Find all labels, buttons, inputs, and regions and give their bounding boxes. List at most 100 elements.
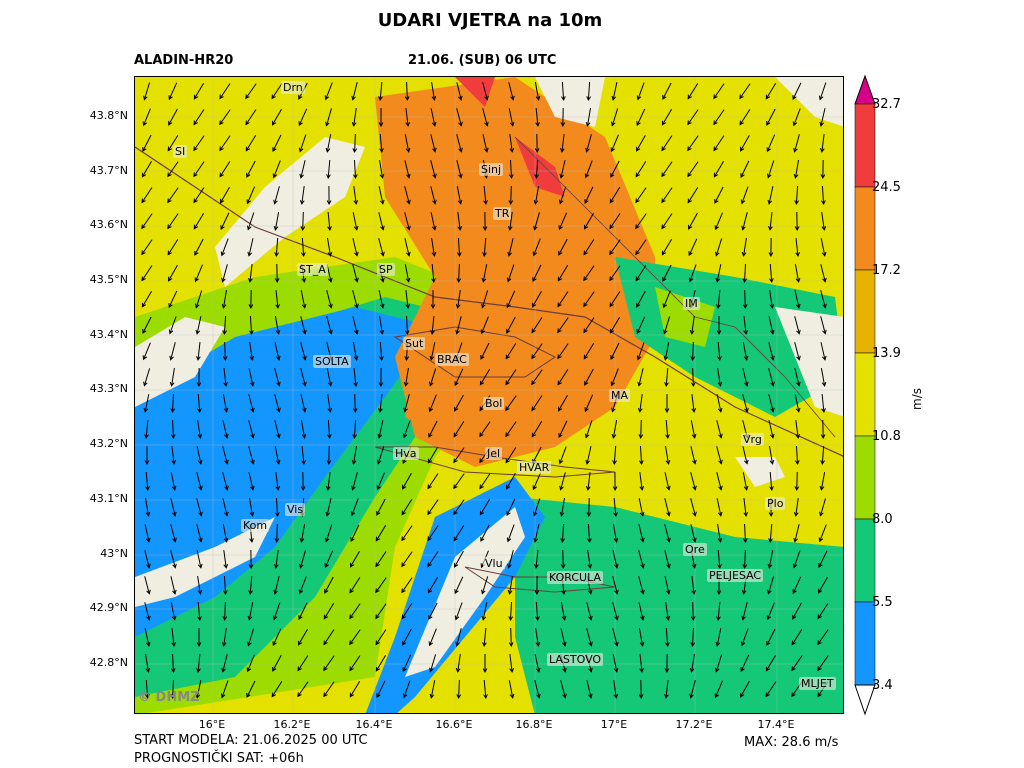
place-label: Vis [285, 503, 306, 516]
wind-arrow [429, 654, 437, 673]
wind-arrow [142, 134, 152, 152]
wind-arrow [635, 213, 647, 230]
wind-arrow [586, 628, 593, 647]
place-label: SP [377, 263, 395, 276]
wind-arrow [612, 550, 619, 569]
wind-arrow [141, 161, 153, 178]
colorbar-label: 10.8 [872, 429, 901, 444]
wind-arrow [636, 134, 646, 152]
wind-arrow [739, 109, 751, 126]
wind-arrow [585, 472, 591, 491]
wind-arrow [402, 420, 411, 439]
wind-arrow [245, 109, 257, 126]
wind-arrow [454, 576, 464, 595]
place-label: Vrg [741, 433, 764, 446]
wind-arrow [713, 135, 725, 152]
wind-arrow [639, 654, 644, 673]
wind-arrow [326, 159, 331, 180]
place-label: SOLTA [313, 355, 351, 368]
wind-arrow [508, 159, 514, 180]
wind-arrow [248, 420, 255, 439]
wind-arrow [482, 654, 488, 674]
wind-arrow [378, 212, 385, 231]
wind-arrow [455, 654, 461, 673]
wind-arrow [741, 238, 747, 257]
wind-arrow [741, 602, 748, 621]
wind-arrow [793, 524, 800, 543]
wind-arrow [196, 498, 203, 517]
wind-arrow [431, 238, 437, 257]
wind-arrow [404, 212, 411, 231]
wind-arrow [508, 185, 514, 206]
wind-arrow [531, 317, 543, 334]
wind-arrow [222, 524, 229, 543]
wind-arrow [716, 394, 723, 413]
wind-arrow [483, 185, 488, 206]
wind-arrow [479, 473, 491, 490]
wind-arrow [167, 239, 179, 256]
wind-arrow [820, 445, 825, 466]
wind-arrow [820, 342, 827, 361]
wind-arrow [193, 82, 205, 100]
wind-arrow [141, 239, 153, 256]
wind-arrow [453, 421, 465, 438]
place-label: Sinj [479, 163, 504, 176]
wind-arrow [558, 186, 567, 205]
wind-arrow [378, 394, 383, 413]
wind-arrow [717, 549, 722, 570]
wind-arrow [430, 290, 436, 310]
wind-arrow [794, 368, 801, 387]
place-label: Vlu [483, 557, 505, 570]
wind-arrow [143, 394, 150, 413]
lon-label: 16.4°E [355, 718, 393, 731]
wind-arrow [430, 160, 437, 179]
wind-arrow [791, 629, 803, 646]
wind-arrow [688, 238, 698, 257]
wind-arrow [402, 680, 411, 699]
wind-arrow [559, 134, 565, 153]
wind-arrow [664, 550, 671, 569]
wind-arrow [326, 368, 333, 387]
wind-arrow [402, 472, 412, 490]
lat-label: 43.4°N [89, 328, 128, 341]
wind-arrow [609, 213, 621, 230]
wind-arrow [742, 523, 748, 544]
wind-arrow [274, 342, 281, 361]
wind-arrow [170, 576, 177, 595]
wind-arrow [768, 342, 775, 361]
wind-arrow [479, 499, 491, 516]
watermark-logo: © DHMZ [138, 690, 200, 705]
wind-arrow [375, 551, 387, 568]
wind-arrow [560, 628, 567, 647]
wind-arrow [196, 653, 201, 674]
wind-arrow [144, 446, 150, 466]
wind-arrow [297, 628, 308, 646]
wind-arrow [248, 289, 254, 310]
wind-arrow [664, 394, 670, 414]
wind-arrow [557, 343, 569, 360]
wind-arrow [430, 186, 437, 205]
wind-arrow [431, 263, 436, 284]
wind-arrow [141, 213, 153, 230]
wind-arrow [379, 160, 385, 179]
wind-arrow [403, 394, 410, 413]
wind-arrow [689, 680, 696, 699]
wind-arrow [768, 420, 775, 439]
wind-arrow [453, 525, 465, 542]
place-label: MLJET [799, 677, 836, 690]
wind-arrow [170, 550, 177, 569]
wind-arrow [378, 108, 384, 128]
wind-arrow [430, 108, 437, 127]
wind-arrow [820, 290, 827, 309]
wind-arrow [271, 83, 283, 100]
wind-arrow [636, 290, 646, 308]
wind-arrow [609, 239, 621, 256]
wind-arrow [349, 603, 361, 620]
wind-arrow [323, 681, 335, 698]
wind-arrow [273, 186, 280, 205]
place-label: MA [609, 389, 631, 402]
wind-arrow [326, 185, 332, 206]
wind-arrow [665, 627, 670, 648]
colorbar-label: 8.0 [872, 512, 893, 527]
wind-arrow [455, 290, 461, 309]
